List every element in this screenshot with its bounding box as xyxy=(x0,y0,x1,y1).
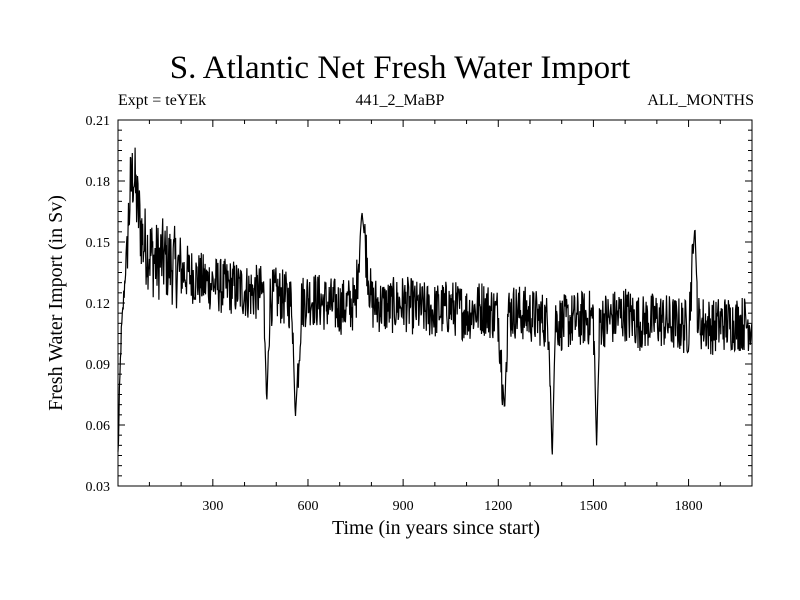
x-tick-label: 1500 xyxy=(579,499,607,514)
y-tick-label: 0.15 xyxy=(86,236,111,251)
y-tick-label: 0.03 xyxy=(86,480,111,495)
months-label: ALL_MONTHS xyxy=(647,92,754,109)
y-tick-label: 0.09 xyxy=(86,358,111,373)
y-axis-label: Fresh Water Import (in Sv) xyxy=(45,195,67,411)
run-label: 441_2_MaBP xyxy=(355,92,445,109)
series-line xyxy=(117,147,753,455)
x-tick-label: 1200 xyxy=(484,499,512,514)
y-tick-label: 0.18 xyxy=(86,175,111,190)
y-tick-label: 0.21 xyxy=(86,114,111,129)
chart-title: S. Atlantic Net Fresh Water Import xyxy=(169,50,631,86)
x-tick-label: 900 xyxy=(393,499,414,514)
x-tick-label: 600 xyxy=(297,499,318,514)
x-tick-label: 1800 xyxy=(675,499,703,514)
y-tick-label: 0.06 xyxy=(86,419,111,434)
y-tick-label: 0.12 xyxy=(86,297,111,312)
experiment-label: Expt = teYEk xyxy=(118,92,207,109)
x-tick-label: 300 xyxy=(202,499,223,514)
x-axis-label: Time (in years since start) xyxy=(332,517,540,539)
